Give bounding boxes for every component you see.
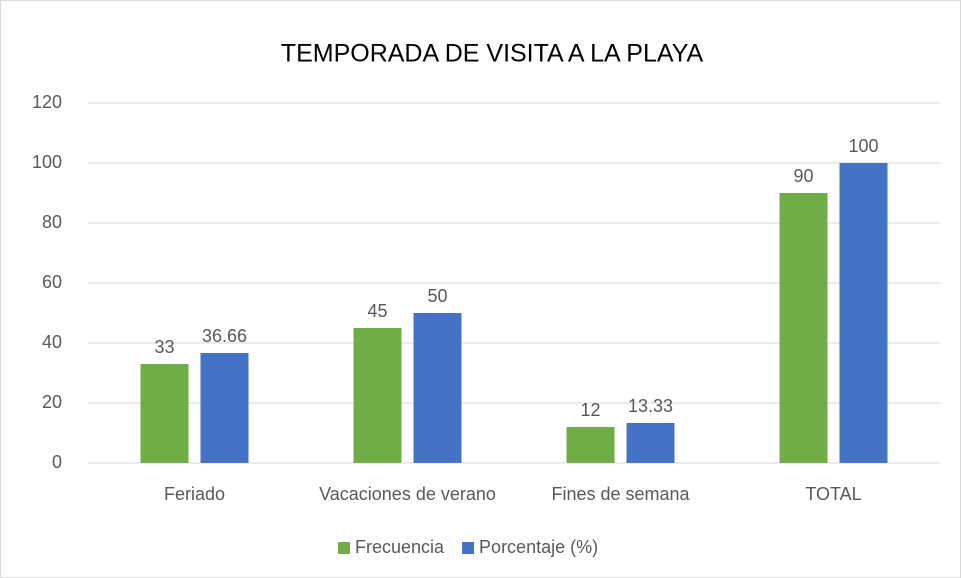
legend-swatch <box>338 542 350 554</box>
chart-title: TEMPORADA DE VISITA A LA PLAYA <box>281 40 704 68</box>
bar <box>566 427 615 463</box>
data-label: 33 <box>154 337 174 357</box>
y-tick-label: 60 <box>42 272 62 292</box>
x-tick-label: Fines de semana <box>551 484 690 504</box>
y-tick-label: 80 <box>42 212 62 232</box>
bar <box>626 423 675 463</box>
bar <box>779 193 828 463</box>
data-label: 90 <box>793 166 813 186</box>
y-tick-label: 0 <box>52 452 62 472</box>
data-label: 13.33 <box>628 396 673 416</box>
data-label: 36.66 <box>202 326 247 346</box>
y-tick-label: 40 <box>42 332 62 352</box>
bar <box>200 353 249 463</box>
x-tick-label: Feriado <box>164 484 225 504</box>
y-tick-label: 120 <box>32 92 62 112</box>
data-label: 45 <box>367 301 387 321</box>
x-tick-label: TOTAL <box>805 484 861 504</box>
bar <box>839 163 888 463</box>
bar <box>140 364 189 463</box>
legend-label: Porcentaje (%) <box>479 537 598 557</box>
data-label: 50 <box>427 286 447 306</box>
y-tick-label: 100 <box>32 152 62 172</box>
bar <box>353 328 402 463</box>
x-tick-label: Vacaciones de verano <box>319 484 496 504</box>
legend-swatch <box>462 542 475 554</box>
bar <box>413 313 462 463</box>
data-label: 100 <box>848 136 878 156</box>
y-tick-label: 20 <box>42 392 62 412</box>
legend-label: Frecuencia <box>355 537 445 557</box>
data-label: 12 <box>580 400 600 420</box>
